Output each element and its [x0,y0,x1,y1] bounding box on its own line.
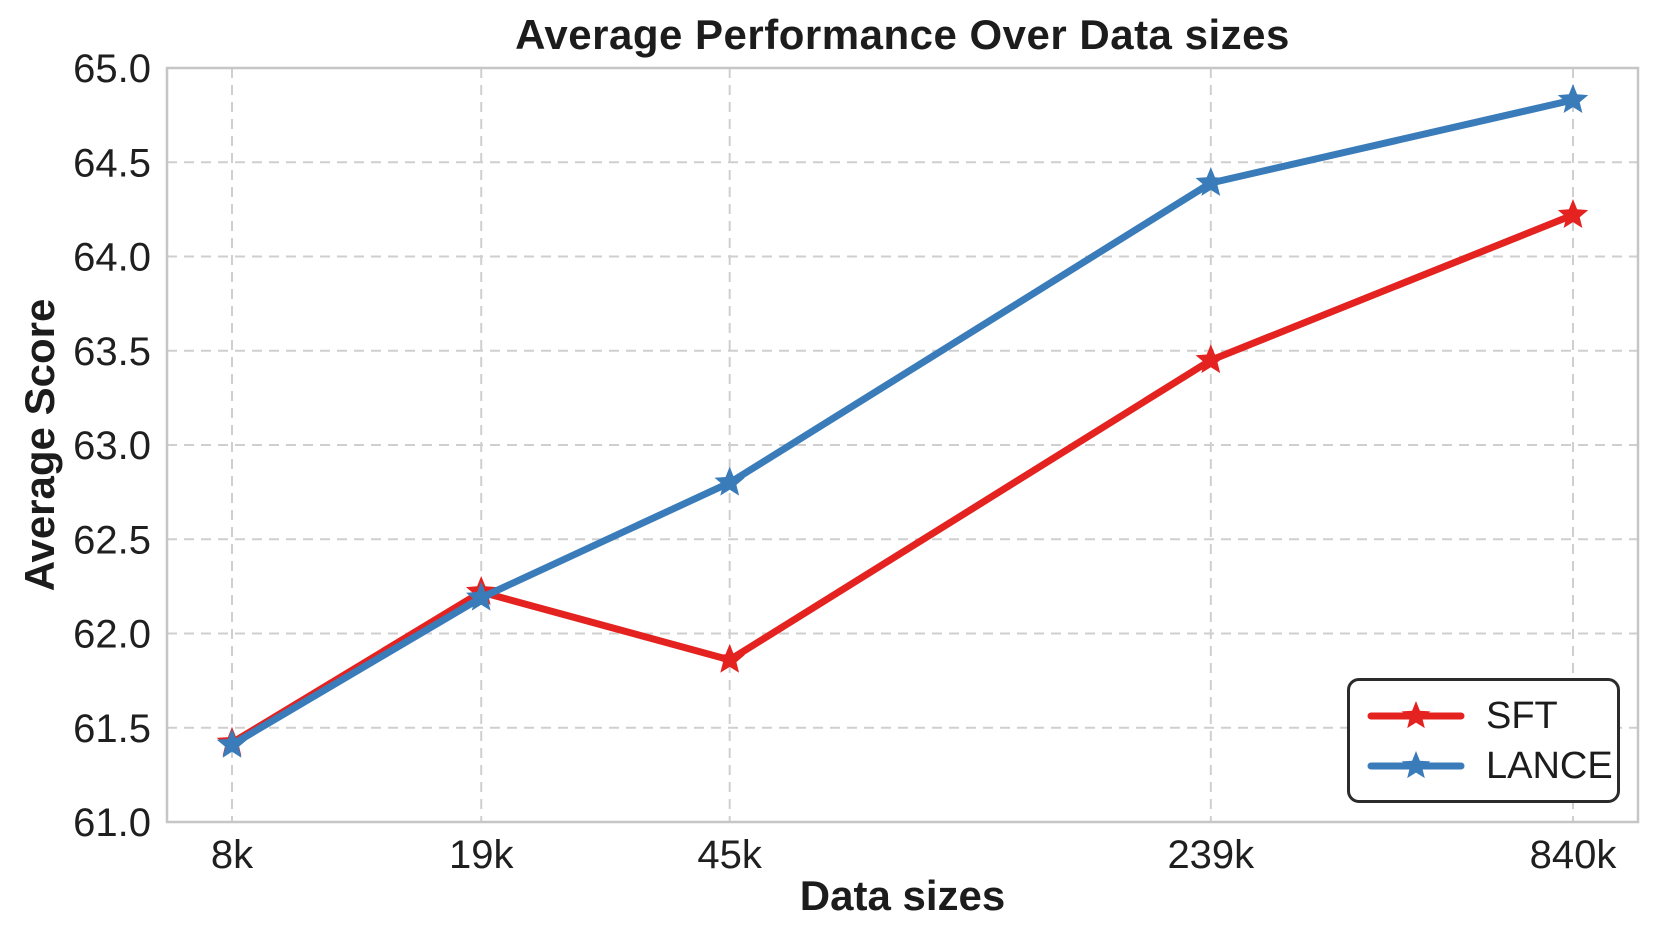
plot-border [165,66,1640,824]
data-point-marker-lance [466,581,497,611]
y-tick-label: 61.5 [73,707,151,751]
legend-item-sft: SFT [1366,697,1617,735]
x-tick-label: 45k [697,833,762,877]
y-tick-label: 62.0 [73,613,151,657]
data-point-marker-lance [216,728,248,758]
legend-item-lance: LANCE [1366,747,1617,785]
y-tick-label: 63.5 [73,330,151,374]
legend-label-sft: SFT [1486,694,1558,737]
y-tick-label: 61.0 [73,801,151,845]
x-tick-label: 19k [449,833,514,877]
data-point-marker-sft [714,643,745,673]
data-point-marker-lance [1195,167,1226,196]
y-tick-label: 62.5 [73,518,151,562]
legend-star-icon [1401,700,1431,728]
legend-star-icon [1401,750,1431,778]
data-point-marker-sft [1557,199,1589,228]
data-point-marker-sft [1195,344,1226,374]
x-axis-title: Data sizes [799,872,1006,919]
data-point-marker-lance [1557,84,1589,113]
x-tick-label: 840k [1530,833,1618,877]
y-tick-label: 64.0 [73,236,151,280]
y-tick-label: 65.0 [73,47,151,91]
legend: SFT LANCE [1347,678,1620,803]
x-tick-label: 8k [211,833,254,877]
y-tick-label: 64.5 [73,141,151,185]
series-line-sft [228,211,1577,747]
sft-line-star-icon [1367,700,1465,728]
x-tick-label: 239k [1167,833,1255,877]
chart-title: Average Performance Over Data sizes [515,11,1290,58]
y-tick-label: 63.0 [73,424,151,468]
series-line-lance [228,96,1577,749]
data-point-marker-lance [714,466,745,496]
lance-line-star-icon [1367,750,1465,778]
legend-label-lance: LANCE [1486,744,1613,787]
